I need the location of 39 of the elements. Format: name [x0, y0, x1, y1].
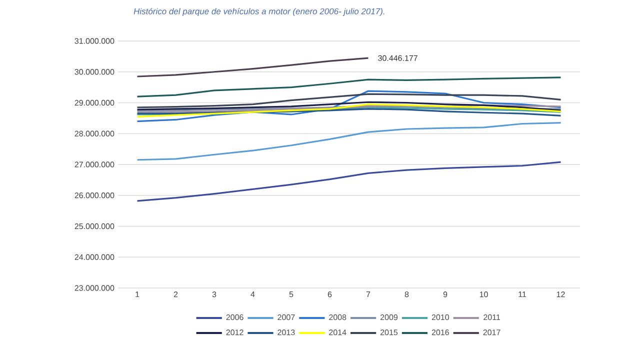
x-tick-label: 9	[443, 292, 448, 298]
legend-label: 2006	[226, 314, 244, 320]
y-tick-label: 30.000.000	[74, 69, 114, 75]
chart-title: Histórico del parque de vehículos a motor (enero 2006- julio 2017).	[134, 8, 384, 16]
legend-label: 2015	[380, 330, 398, 336]
legend-label: 2013	[278, 330, 295, 336]
line-series	[136, 90, 562, 122]
x-tick-label: 4	[250, 292, 255, 298]
legend-label: 2008	[329, 314, 346, 320]
y-tick-label: 26.000.000	[74, 192, 114, 198]
legend-label: 2009	[380, 314, 398, 320]
x-tick-label: 6	[328, 292, 332, 298]
y-tick-label: 25.000.000	[74, 223, 114, 230]
x-tick-label: 11	[518, 292, 526, 298]
legend-label: 2017	[483, 330, 500, 336]
y-tick-label: 27.000.000	[74, 162, 114, 168]
x-tick-label: 5	[289, 292, 294, 298]
legend-label: 2010	[432, 314, 449, 320]
y-tick-label: 28.000.000	[74, 130, 114, 136]
x-tick-label: 3	[212, 292, 216, 298]
x-tick-label: 10	[480, 292, 488, 298]
legend-label: 2007	[278, 314, 295, 320]
x-tick-label: 7	[366, 292, 370, 298]
x-tick-label: 1	[136, 292, 140, 298]
y-tick-label: 24.000.000	[74, 254, 114, 260]
line-series	[136, 122, 562, 161]
line-series	[136, 57, 370, 78]
legend-label: 2014	[329, 330, 346, 336]
line-series	[136, 93, 562, 108]
legend-label: 2012	[226, 330, 244, 336]
x-tick-label: 2	[174, 292, 178, 298]
y-tick-label: 23.000.000	[74, 285, 114, 291]
x-tick-label: 8	[404, 292, 409, 298]
y-tick-label: 31.000.000	[74, 38, 114, 44]
x-tick-label: 12	[556, 292, 565, 298]
y-tick-label: 29.000.000	[74, 100, 114, 106]
legend-label: 2016	[432, 330, 449, 336]
legend-label: 2011	[484, 314, 500, 320]
annotation: 30.446.177	[378, 55, 418, 61]
